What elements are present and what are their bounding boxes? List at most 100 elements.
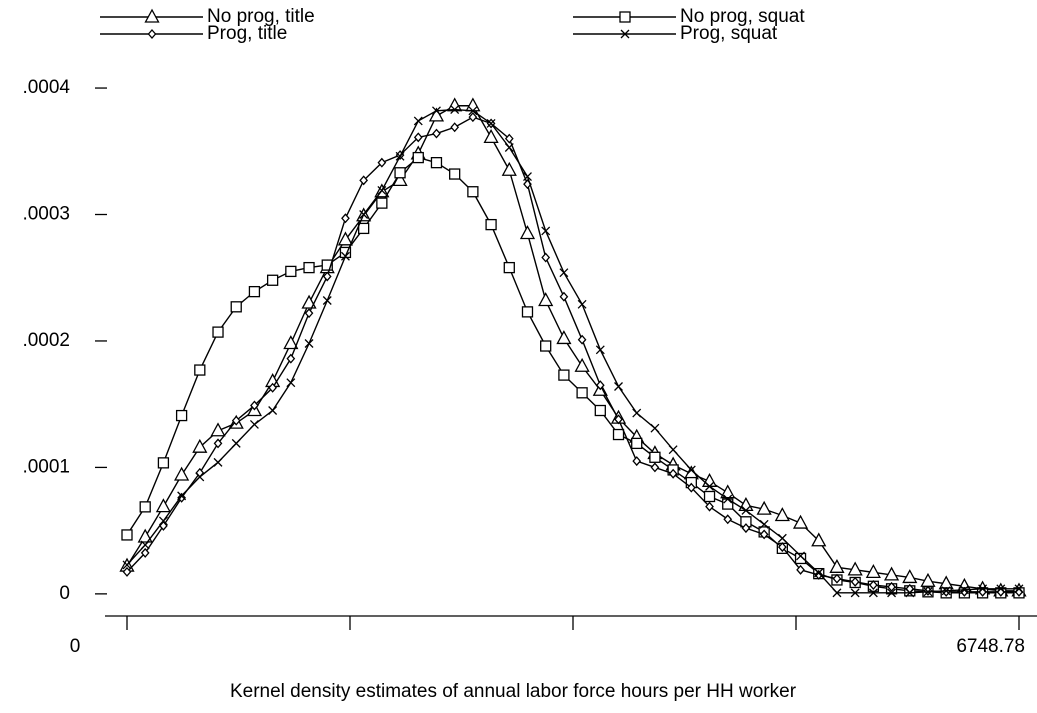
marker — [720, 484, 736, 499]
marker — [538, 292, 554, 307]
marker — [814, 568, 824, 578]
legend-label: No prog, title — [207, 6, 315, 27]
marker — [614, 414, 623, 425]
marker — [738, 496, 754, 512]
marker — [341, 213, 350, 224]
marker — [519, 225, 536, 240]
marker — [577, 334, 587, 345]
marker — [723, 514, 733, 525]
marker — [194, 364, 206, 376]
marker — [303, 261, 315, 274]
marker — [1014, 584, 1024, 594]
marker — [268, 406, 278, 415]
marker — [703, 490, 716, 503]
marker — [340, 251, 350, 261]
marker — [883, 566, 900, 581]
marker — [212, 326, 224, 338]
marker — [139, 501, 151, 513]
marker — [213, 457, 223, 467]
marker — [558, 369, 570, 381]
marker — [759, 519, 769, 529]
marker — [686, 482, 696, 493]
marker — [959, 585, 969, 595]
marker — [723, 494, 733, 504]
x-tick-label: 6748.78 — [956, 636, 1025, 657]
legend-item: Prog, title — [100, 23, 287, 44]
marker — [450, 122, 460, 133]
marker — [614, 382, 623, 391]
series — [121, 151, 1025, 599]
marker — [668, 468, 678, 479]
marker — [796, 551, 806, 561]
marker — [574, 357, 590, 372]
marker — [905, 588, 915, 598]
legend-label: Prog, title — [207, 23, 287, 44]
marker — [249, 419, 259, 429]
marker — [337, 231, 354, 246]
marker — [231, 438, 241, 448]
marker — [430, 157, 443, 169]
y-tick-label: 0 — [59, 583, 70, 604]
marker — [122, 560, 132, 570]
marker — [140, 547, 150, 558]
marker — [504, 143, 514, 152]
marker — [432, 106, 441, 116]
line — [126, 105, 1019, 592]
marker — [192, 438, 208, 453]
marker — [777, 533, 787, 543]
marker — [285, 265, 297, 278]
marker — [868, 588, 878, 598]
marker — [283, 335, 299, 350]
marker — [796, 564, 805, 575]
marker — [829, 558, 845, 573]
marker — [556, 330, 572, 345]
marker — [485, 218, 497, 231]
series — [122, 112, 1024, 597]
marker — [941, 586, 951, 596]
marker — [147, 29, 157, 39]
marker — [701, 472, 718, 487]
marker — [286, 353, 296, 364]
marker — [195, 472, 205, 482]
marker — [978, 584, 988, 594]
marker — [358, 222, 370, 235]
marker — [631, 437, 643, 450]
marker — [850, 576, 860, 587]
marker — [594, 404, 606, 417]
marker — [467, 186, 479, 198]
marker — [620, 29, 630, 39]
marker — [377, 157, 387, 168]
marker — [468, 112, 478, 123]
marker — [595, 345, 605, 355]
marker — [741, 505, 751, 515]
marker — [501, 161, 517, 176]
marker — [322, 296, 332, 305]
marker — [811, 532, 827, 547]
marker — [865, 564, 881, 579]
marker — [705, 481, 714, 491]
marker — [376, 197, 388, 209]
marker — [447, 97, 463, 112]
marker — [158, 516, 168, 526]
line — [126, 156, 1019, 594]
marker — [321, 259, 333, 271]
marker — [304, 339, 314, 348]
marker — [268, 382, 277, 393]
series — [122, 105, 1024, 598]
marker — [777, 542, 787, 553]
marker — [248, 285, 261, 298]
marker — [377, 186, 387, 195]
marker — [650, 423, 660, 433]
marker — [559, 268, 569, 278]
marker — [774, 507, 790, 522]
marker — [559, 291, 569, 302]
marker — [301, 294, 317, 309]
marker — [137, 528, 153, 543]
marker — [175, 409, 188, 422]
marker — [231, 415, 241, 426]
x-tick-label: 0 — [70, 636, 81, 657]
marker — [759, 529, 769, 540]
marker — [577, 299, 587, 309]
marker — [465, 97, 481, 112]
marker — [996, 584, 1006, 594]
